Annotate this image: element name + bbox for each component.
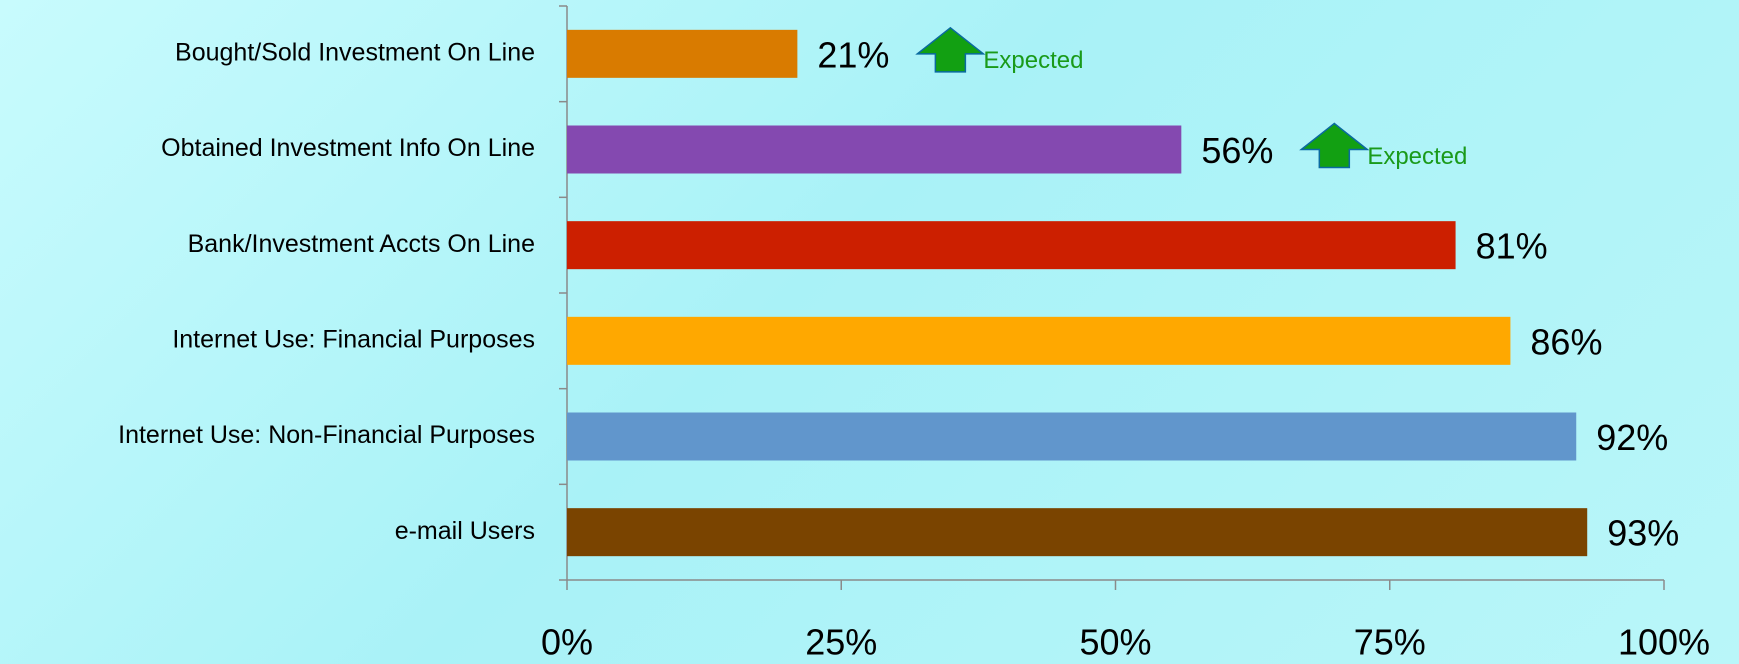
annotation: Expected [983, 47, 1083, 74]
x-tick-label: 75% [1354, 622, 1426, 663]
up-arrow-icon [915, 26, 986, 73]
annotation: Expected [1367, 143, 1467, 170]
bar [567, 508, 1588, 557]
bar [567, 29, 798, 78]
value-label: 93% [1607, 513, 1679, 554]
bar [567, 221, 1456, 270]
bar [567, 412, 1577, 461]
x-tick-label: 0% [541, 622, 593, 663]
value-label: 86% [1530, 321, 1602, 362]
category-label: Bank/Investment Accts On Line [188, 230, 535, 258]
category-label: e-mail Users [395, 517, 535, 545]
x-tick-label: 50% [1079, 622, 1151, 663]
value-label: 56% [1201, 130, 1273, 171]
value-label: 92% [1596, 417, 1668, 458]
category-label: Obtained Investment Info On Line [161, 134, 535, 162]
x-tick-label: 100% [1618, 622, 1710, 663]
value-label: 21% [817, 34, 889, 75]
category-label: Bought/Sold Investment On Line [175, 38, 535, 66]
category-label: Internet Use: Non-Financial Purposes [118, 421, 535, 449]
up-arrow-icon [1299, 122, 1370, 169]
category-label: Internet Use: Financial Purposes [172, 325, 535, 353]
x-tick-label: 25% [805, 622, 877, 663]
bar [567, 125, 1182, 174]
value-label: 81% [1476, 226, 1548, 267]
bar [567, 316, 1511, 365]
